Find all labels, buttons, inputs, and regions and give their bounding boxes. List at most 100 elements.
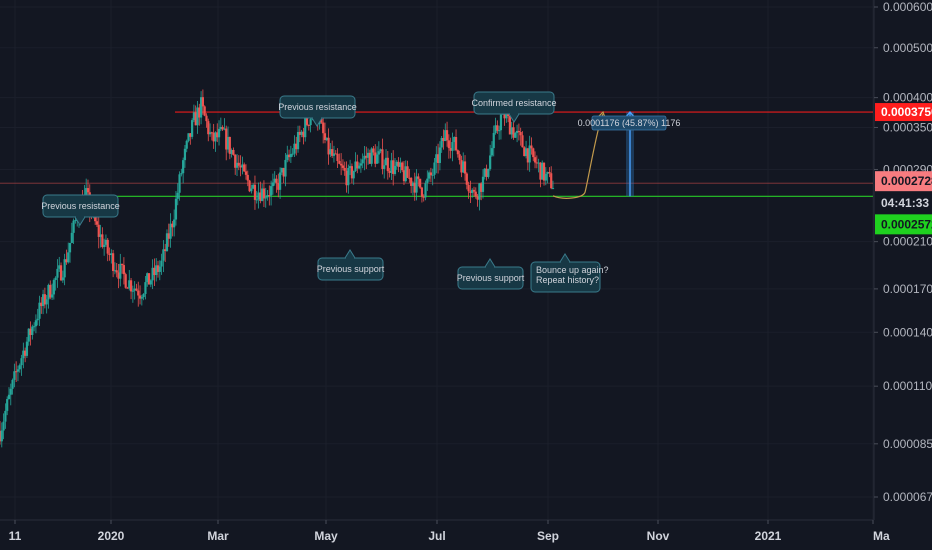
candle-body xyxy=(41,294,45,307)
candle-body xyxy=(320,118,323,123)
candle-body xyxy=(248,180,251,192)
candle-body xyxy=(198,107,201,118)
candle-body xyxy=(70,232,73,243)
candle-body xyxy=(56,268,59,278)
candle-body xyxy=(444,130,447,142)
candle-body xyxy=(293,143,296,154)
candle-body xyxy=(95,221,99,225)
candle-body xyxy=(153,267,156,276)
candle-body xyxy=(25,341,29,356)
candle-body xyxy=(273,178,276,183)
candle-body xyxy=(99,234,102,237)
callout-prev-res-1: Previous resistance xyxy=(41,194,120,226)
candle-body xyxy=(50,294,54,298)
candle-body xyxy=(370,148,373,164)
candle-body xyxy=(40,302,43,307)
candle-body xyxy=(219,127,222,129)
candle-body xyxy=(0,431,2,442)
candle-body xyxy=(24,350,27,356)
candle-body xyxy=(499,114,503,131)
candle-body xyxy=(415,176,418,193)
drawing-overlays: 0.0001176 (45.87%) 1176 xyxy=(552,110,680,199)
candle-body xyxy=(336,153,339,162)
candle-body xyxy=(138,295,142,299)
candle-body xyxy=(63,259,66,278)
candle-body xyxy=(505,113,508,119)
candle-body xyxy=(183,148,187,161)
candle-body xyxy=(31,326,34,335)
candle-body xyxy=(203,106,206,116)
candle-body xyxy=(356,161,359,169)
candle-body xyxy=(332,153,336,156)
candle-body xyxy=(199,97,203,118)
x-tick-label: Nov xyxy=(647,529,670,543)
candle-body xyxy=(284,159,287,177)
candle-body xyxy=(237,162,240,166)
current-price-badge: 0.0002728 xyxy=(881,174,932,188)
candle-body xyxy=(426,178,429,184)
candle-body xyxy=(144,282,147,294)
candle-body xyxy=(550,173,553,189)
candle-body xyxy=(384,157,388,166)
callout-prev-res-2: Previous resistance xyxy=(278,95,357,127)
candle-body xyxy=(390,160,393,173)
time-axis[interactable]: 11 2020 Mar May Jul Sep Nov 2021 Ma xyxy=(0,519,890,543)
candle-body xyxy=(103,244,106,248)
candle-body xyxy=(476,196,479,200)
candle-body xyxy=(122,265,125,275)
candle-body xyxy=(419,178,422,188)
candle-body xyxy=(521,135,524,148)
candle-body xyxy=(526,148,529,163)
candle-body xyxy=(250,188,253,192)
candle-body xyxy=(108,253,111,256)
candle-body xyxy=(9,388,12,395)
candle-body xyxy=(65,259,68,263)
candle-body xyxy=(298,131,301,135)
candle-body xyxy=(117,272,120,279)
candle-body xyxy=(142,293,145,298)
candle-body xyxy=(155,265,158,276)
candle-body xyxy=(442,138,445,142)
candle-body xyxy=(49,284,52,298)
candle-body xyxy=(115,270,118,273)
candle-body xyxy=(43,294,46,305)
x-tick-label: May xyxy=(314,529,338,543)
candle-body xyxy=(277,182,280,190)
candle-body xyxy=(59,265,63,281)
price-axis[interactable]: 0.00060000.00050000.00040000.00035000.00… xyxy=(873,0,932,550)
candle-body xyxy=(325,137,328,140)
candle-body xyxy=(176,192,179,199)
candle-body xyxy=(253,184,257,200)
candle-body xyxy=(300,131,303,135)
projection-curve xyxy=(552,113,604,199)
callout-pointer xyxy=(344,249,356,259)
callout-text: Previous resistance xyxy=(278,102,357,112)
candle-body xyxy=(156,265,160,272)
candle-body xyxy=(507,113,510,117)
callout-text: Previous support xyxy=(457,273,525,283)
candle-body xyxy=(191,120,194,137)
candle-body xyxy=(228,136,231,154)
candle-body xyxy=(160,260,163,267)
candle-body xyxy=(162,249,165,261)
candle-body xyxy=(447,140,450,149)
candle-body xyxy=(67,252,70,263)
candle-body xyxy=(404,166,407,182)
candle-body xyxy=(338,161,341,164)
candle-body xyxy=(230,149,233,154)
resistance-price-badge-bg xyxy=(875,103,932,122)
candle-body xyxy=(34,320,38,327)
candle-body xyxy=(234,154,237,168)
candle-body xyxy=(207,121,210,135)
candle-body xyxy=(539,162,542,180)
candle-body xyxy=(280,168,283,173)
candle-body xyxy=(530,145,533,149)
candle-body xyxy=(246,174,249,181)
annotation-callouts: Previous resistance Previous resistance Co… xyxy=(41,91,609,293)
candle-body xyxy=(151,267,154,281)
candle-body xyxy=(361,159,364,164)
